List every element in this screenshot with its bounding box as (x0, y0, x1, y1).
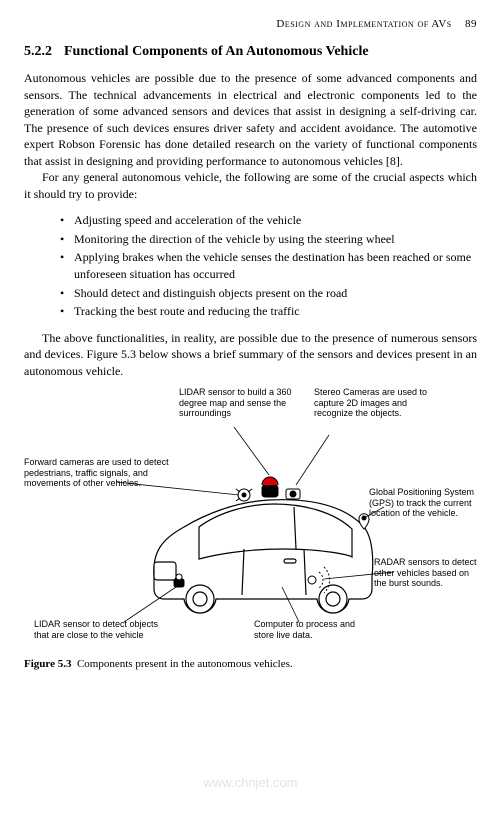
callout-stereo: Stereo Cameras are used to capture 2D im… (314, 387, 434, 418)
callout-gps: Global Positioning System (GPS) to track… (369, 487, 479, 518)
list-item: Tracking the best route and reducing the… (60, 303, 477, 320)
page-number: 89 (465, 18, 477, 30)
figure-caption-label: Figure 5.3 (24, 658, 71, 670)
list-item: Adjusting speed and acceleration of the … (60, 212, 477, 229)
list-item: Applying brakes when the vehicle senses … (60, 249, 477, 282)
callout-lidar-top: LIDAR sensor to build a 360 degree map a… (179, 387, 299, 418)
leader-lines (24, 387, 477, 652)
paragraph-1: Autonomous vehicles are possible due to … (24, 70, 477, 169)
running-head-title: Design and Implementation of AVs (276, 18, 451, 30)
paragraph-2: For any general autonomous vehicle, the … (24, 169, 477, 202)
figure-caption: Figure 5.3 Components present in the aut… (24, 658, 477, 670)
paragraph-3: The above functionalities, in reality, a… (24, 330, 477, 380)
figure-caption-text: Components present in the autonomous veh… (77, 658, 293, 670)
list-item: Monitoring the direction of the vehicle … (60, 231, 477, 248)
callout-computer: Computer to process and store live data. (254, 619, 364, 640)
callout-forward-cam: Forward cameras are used to detect pedes… (24, 457, 169, 488)
section-heading: 5.2.2 Functional Components of An Autonom… (24, 44, 477, 60)
aspects-list: Adjusting speed and acceleration of the … (60, 212, 477, 319)
figure-5-3: LIDAR sensor to build a 360 degree map a… (24, 387, 477, 652)
watermark: www.chnjet.com (0, 775, 501, 790)
callout-radar: RADAR sensors to detect other vehicles b… (374, 557, 479, 588)
list-item: Should detect and distinguish objects pr… (60, 285, 477, 302)
running-head: Design and Implementation of AVs 89 (24, 18, 477, 30)
section-title: Functional Components of An Autonomous V… (64, 44, 369, 59)
section-number: 5.2.2 (24, 44, 52, 59)
callout-lidar-front: LIDAR sensor to detect objects that are … (34, 619, 164, 640)
